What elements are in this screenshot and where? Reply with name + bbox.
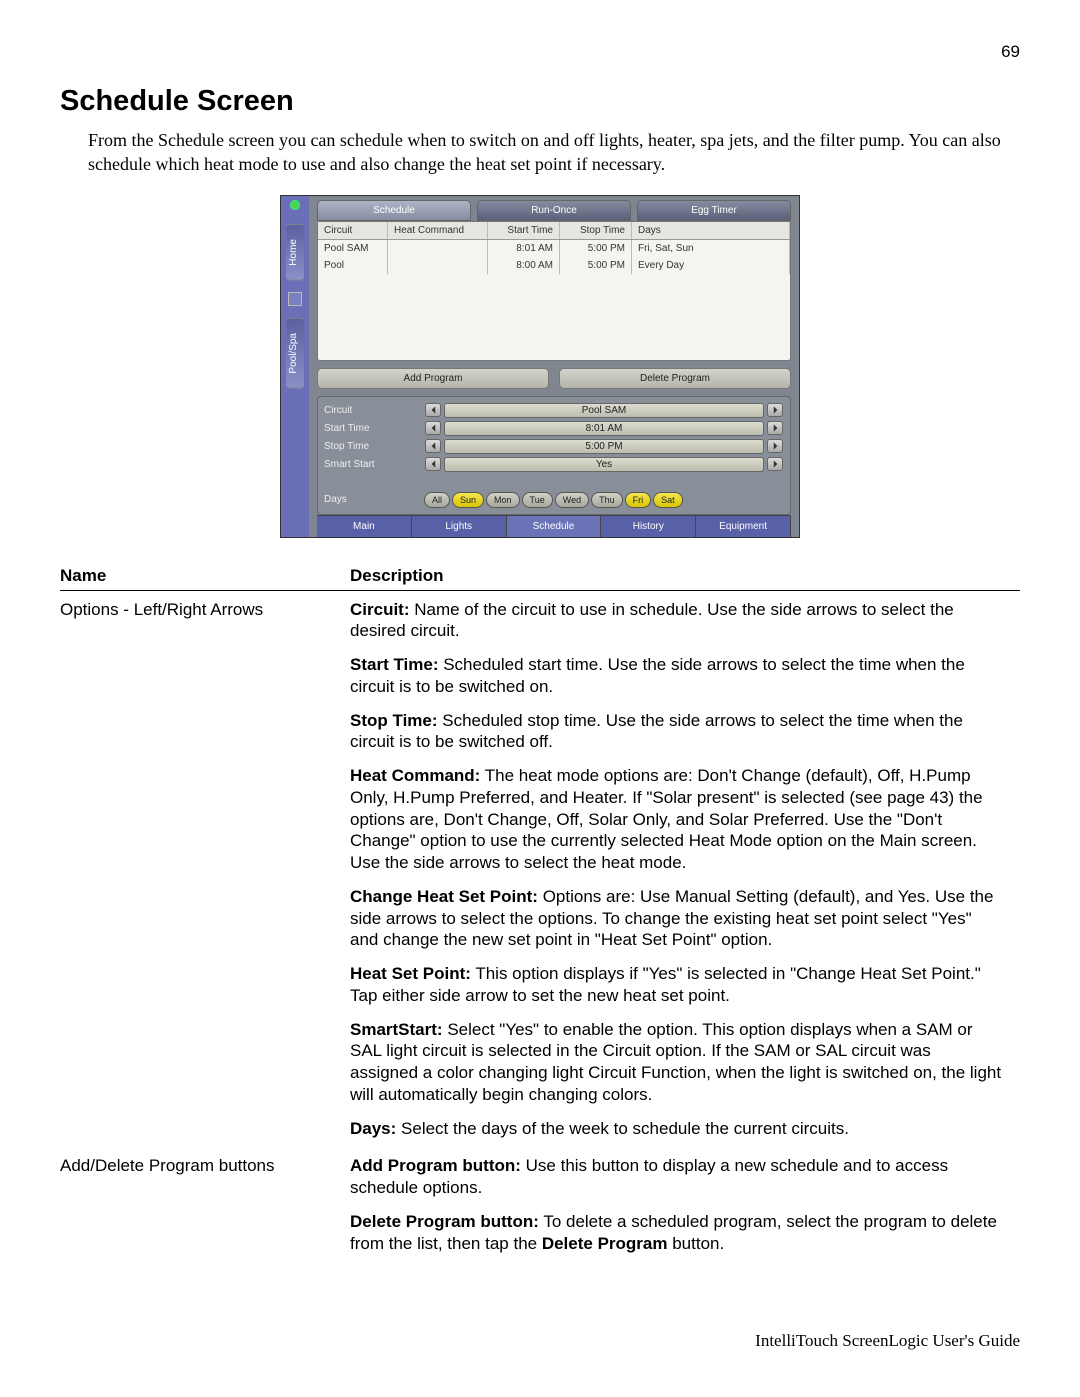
grid-cell bbox=[388, 240, 488, 257]
arrow-right-icon[interactable] bbox=[767, 403, 783, 417]
table-desc-cell: Circuit: Name of the circuit to use in s… bbox=[350, 590, 1020, 1147]
day-pill[interactable]: Tue bbox=[522, 492, 553, 508]
day-pill[interactable]: Mon bbox=[486, 492, 520, 508]
add-program-button[interactable]: Add Program bbox=[317, 368, 549, 389]
table-name-cell: Options - Left/Right Arrows bbox=[60, 590, 350, 1147]
grid-head-days: Days bbox=[632, 222, 790, 239]
option-label: Stop Time bbox=[324, 441, 424, 452]
table-head-name: Name bbox=[60, 560, 350, 591]
options-panel: Circuit Pool SAM Start Time 8:01 AM Stop Tim… bbox=[317, 396, 791, 515]
table-row[interactable]: Pool 8:00 AM5:00 PMEvery Day bbox=[318, 257, 790, 274]
grid-cell: 8:01 AM bbox=[488, 240, 560, 257]
grid-cell: Every Day bbox=[632, 257, 790, 274]
option-value: 5:00 PM bbox=[444, 439, 764, 454]
arrow-left-icon[interactable] bbox=[425, 439, 441, 453]
delete-program-button[interactable]: Delete Program bbox=[559, 368, 791, 389]
grid-head-heatcmd: Heat Command bbox=[388, 222, 488, 239]
grid-cell: 5:00 PM bbox=[560, 240, 632, 257]
description-table: Name Description Options - Left/Right Ar… bbox=[60, 560, 1020, 1263]
bottom-tab-schedule[interactable]: Schedule bbox=[507, 516, 602, 537]
bottom-tab-lights[interactable]: Lights bbox=[412, 516, 507, 537]
day-pill[interactable]: Thu bbox=[591, 492, 623, 508]
grid-cell: Pool SAM bbox=[318, 240, 388, 257]
day-pill[interactable]: Wed bbox=[555, 492, 589, 508]
grid-cell: 5:00 PM bbox=[560, 257, 632, 274]
top-tab-schedule[interactable]: Schedule bbox=[317, 200, 471, 221]
grid-head-start: Start Time bbox=[488, 222, 560, 239]
schedule-grid: Circuit Heat Command Start Time Stop Tim… bbox=[317, 221, 791, 361]
option-value: Pool SAM bbox=[444, 403, 764, 418]
arrow-right-icon[interactable] bbox=[767, 421, 783, 435]
top-tab-runonce[interactable]: Run-Once bbox=[477, 200, 631, 221]
table-name-cell: Add/Delete Program buttons bbox=[60, 1147, 350, 1262]
table-head-desc: Description bbox=[350, 560, 1020, 591]
option-value: Yes bbox=[444, 457, 764, 472]
footer-text: IntelliTouch ScreenLogic User's Guide bbox=[755, 1331, 1020, 1351]
side-icon[interactable] bbox=[288, 292, 302, 306]
option-label: Circuit bbox=[324, 405, 424, 416]
table-row[interactable]: Pool SAM 8:01 AM5:00 PMFri, Sat, Sun bbox=[318, 240, 790, 257]
option-value: 8:01 AM bbox=[444, 421, 764, 436]
day-pill[interactable]: All bbox=[424, 492, 450, 508]
status-dot-icon bbox=[290, 200, 300, 210]
option-label: Start Time bbox=[324, 423, 424, 434]
page-title: Schedule Screen bbox=[60, 85, 1020, 118]
arrow-left-icon[interactable] bbox=[425, 421, 441, 435]
grid-cell: 8:00 AM bbox=[488, 257, 560, 274]
side-tab-poolspa[interactable]: Pool/Spa bbox=[286, 318, 304, 389]
option-label: Smart Start bbox=[324, 459, 424, 470]
grid-cell bbox=[388, 257, 488, 274]
grid-head-circuit: Circuit bbox=[318, 222, 388, 239]
bottom-tab-history[interactable]: History bbox=[601, 516, 696, 537]
page-number: 69 bbox=[1001, 42, 1020, 62]
top-tab-eggtimer[interactable]: Egg Timer bbox=[637, 200, 791, 221]
arrow-left-icon[interactable] bbox=[425, 403, 441, 417]
shot-sidebar: Home Pool/Spa bbox=[281, 196, 309, 537]
day-pill[interactable]: Fri bbox=[625, 492, 652, 508]
bottom-tab-equipment[interactable]: Equipment bbox=[696, 516, 791, 537]
grid-cell: Fri, Sat, Sun bbox=[632, 240, 790, 257]
day-pill[interactable]: Sat bbox=[653, 492, 683, 508]
table-desc-cell: Add Program button: Use this button to d… bbox=[350, 1147, 1020, 1262]
day-pill[interactable]: Sun bbox=[452, 492, 484, 508]
side-tab-home[interactable]: Home bbox=[286, 224, 304, 281]
screenshot: Home Pool/Spa Schedule Run-Once Egg Time… bbox=[280, 195, 800, 538]
grid-head-stop: Stop Time bbox=[560, 222, 632, 239]
arrow-right-icon[interactable] bbox=[767, 457, 783, 471]
arrow-left-icon[interactable] bbox=[425, 457, 441, 471]
days-label: Days bbox=[324, 494, 424, 505]
grid-cell: Pool bbox=[318, 257, 388, 274]
bottom-tab-main[interactable]: Main bbox=[317, 516, 412, 537]
intro-text: From the Schedule screen you can schedul… bbox=[88, 128, 1020, 177]
arrow-right-icon[interactable] bbox=[767, 439, 783, 453]
